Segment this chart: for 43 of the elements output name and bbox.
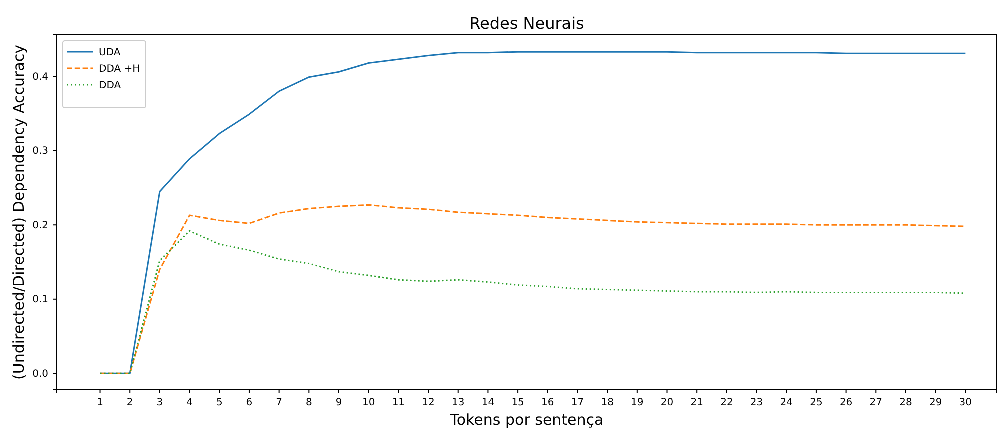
x-tick-label: 10 [362,398,376,409]
legend-label: UDA [99,48,121,58]
chart-title: Redes Neurais [470,14,584,33]
x-tick-label: 13 [452,398,465,409]
x-tick-label: 5 [216,398,223,409]
x-tick-label: 26 [840,398,853,409]
x-tick-label: 27 [870,398,883,409]
x-tick-label: 22 [720,398,734,409]
x-tick-label: 11 [392,398,406,409]
x-tick-label: 2 [126,398,134,409]
x-tick-label: 15 [512,398,524,409]
y-tick-label: 0.0 [32,368,48,380]
x-tick-label: 29 [929,398,942,409]
x-tick-label: 9 [336,398,342,409]
x-tick-label: 14 [482,398,495,409]
line-series [100,230,966,374]
x-tick-label: 1 [97,398,104,409]
x-tick-label: 16 [542,398,554,409]
y-tick-label: 0.4 [32,72,48,83]
x-tick-label: 19 [631,398,644,409]
x-tick-label: 6 [246,398,253,409]
x-tick-label: 8 [306,398,312,409]
x-axis-title: Tokens por sentença [449,411,604,428]
y-tick-label: 0.1 [32,294,48,306]
x-tick-label: 30 [959,398,972,409]
x-tick-label: 3 [156,398,164,409]
legend-label: DDA [99,80,122,92]
x-tick-label: 17 [571,398,584,409]
x-tick-label: 24 [780,398,793,409]
x-tick-label: 28 [900,398,912,409]
line-series [100,204,966,374]
x-tick-label: 12 [422,398,435,409]
x-tick-label: 21 [690,398,704,409]
x-tick-label: 23 [750,398,764,409]
x-tick-label: 7 [276,398,283,409]
x-tick-label: 18 [601,398,614,409]
legend-label: DDA +H [99,64,140,75]
y-axis-title: (Undirected/Directed) Dependency Accuracy [10,44,28,380]
x-tick-label: 25 [810,398,823,409]
y-tick-label: 0.3 [32,146,48,158]
x-tick-label: 20 [660,398,674,409]
y-tick-label: 0.2 [32,220,48,232]
x-tick-label: 4 [186,398,193,409]
